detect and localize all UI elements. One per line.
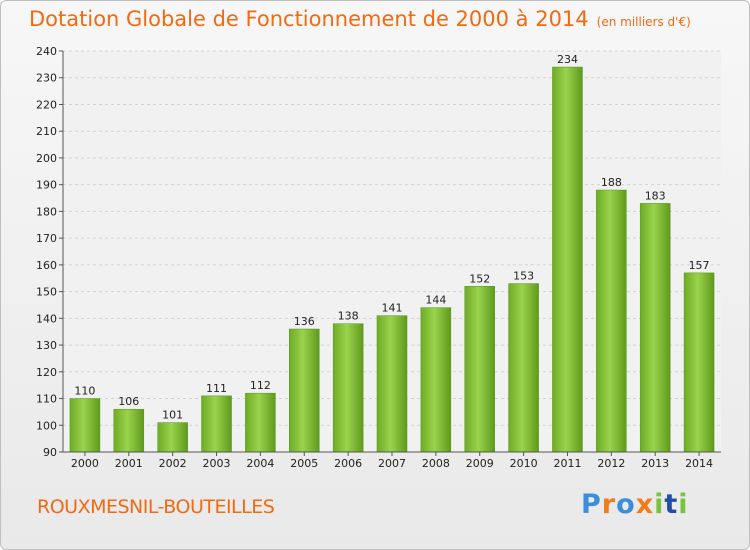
bar-2013[interactable] (639, 203, 671, 453)
bar-2008[interactable] (420, 307, 452, 453)
y-tick-label: 150 (36, 286, 57, 299)
x-tick-label-2011: 2011 (553, 457, 581, 470)
y-tick-label: 170 (36, 232, 57, 245)
bar-2003[interactable] (201, 395, 232, 453)
bar-2012[interactable] (596, 189, 627, 453)
bar-2000[interactable] (69, 398, 101, 453)
y-tick-label: 120 (36, 366, 57, 379)
x-tick-label-2002: 2002 (159, 457, 187, 470)
value-label-2009: 152 (469, 272, 490, 285)
y-tick-label: 140 (36, 312, 57, 325)
proxiti-logo[interactable]: Proxiti (581, 489, 689, 520)
bar-2010[interactable] (508, 283, 539, 453)
value-label-2008: 144 (425, 294, 446, 307)
commune-name: ROUXMESNIL-BOUTEILLES (37, 496, 275, 518)
bar-2006[interactable] (332, 323, 364, 453)
x-tick-label-2001: 2001 (115, 457, 143, 470)
y-tick-label: 240 (36, 45, 57, 58)
x-tick-label-2009: 2009 (466, 457, 494, 470)
x-tick-label-2010: 2010 (510, 457, 538, 470)
bar-2007[interactable] (376, 315, 408, 453)
y-tick-label: 230 (36, 72, 57, 85)
value-label-2005: 136 (294, 315, 315, 328)
chart-title: Dotation Globale de Fonctionnement de 20… (29, 7, 691, 31)
x-tick-label-2006: 2006 (334, 457, 362, 470)
bar-2002[interactable] (157, 422, 188, 453)
value-label-2011: 234 (557, 53, 578, 66)
value-label-2000: 110 (74, 385, 95, 398)
x-tick-label-2014: 2014 (685, 457, 713, 470)
axes: 90 100 110 120 130 140 150 160 170 180 190 200 210 22… (36, 45, 721, 470)
y-tick-label: 180 (36, 205, 57, 218)
bar-2011[interactable] (552, 66, 583, 453)
value-label-2010: 153 (513, 270, 534, 283)
value-label-2001: 106 (118, 395, 139, 408)
chart-subtitle: (en milliers d'€) (596, 15, 691, 29)
bar-2014[interactable] (683, 272, 715, 453)
x-tick-label-2008: 2008 (422, 457, 450, 470)
x-tick-label-2005: 2005 (290, 457, 318, 470)
x-tick-label-2004: 2004 (246, 457, 274, 470)
value-label-2006: 138 (338, 310, 359, 323)
x-tick-label-2007: 2007 (378, 457, 406, 470)
bar-2005[interactable] (289, 328, 320, 453)
y-tick-label: 160 (36, 259, 57, 272)
x-tick-label-2003: 2003 (203, 457, 231, 470)
chart-title-text: Dotation Globale de Fonctionnement de 20… (29, 7, 589, 31)
x-tick-label-2000: 2000 (71, 457, 99, 470)
bar-2009[interactable] (464, 286, 495, 453)
y-tick-label: 200 (36, 152, 57, 165)
value-label-2014: 157 (689, 259, 710, 272)
y-tick-label: 90 (43, 446, 57, 459)
value-label-2012: 188 (601, 176, 622, 189)
value-label-2007: 141 (382, 302, 403, 315)
y-tick-label: 190 (36, 179, 57, 192)
y-tick-label: 100 (36, 419, 57, 432)
value-label-2002: 101 (162, 409, 183, 422)
value-label-2004: 112 (250, 379, 271, 392)
value-label-2003: 111 (206, 382, 227, 395)
value-label-2013: 183 (645, 189, 666, 202)
y-tick-label: 220 (36, 98, 57, 111)
y-tick-label: 210 (36, 125, 57, 138)
bars: 110 106 101 111 112 136 138 141 144 152 153 234 188 1… (69, 53, 715, 453)
bar-2001[interactable] (113, 408, 145, 453)
y-tick-label: 130 (36, 339, 57, 352)
x-tick-label-2012: 2012 (597, 457, 625, 470)
bar-2004[interactable] (245, 392, 276, 453)
x-tick-label-2013: 2013 (641, 457, 669, 470)
y-tick-label: 110 (36, 393, 57, 406)
